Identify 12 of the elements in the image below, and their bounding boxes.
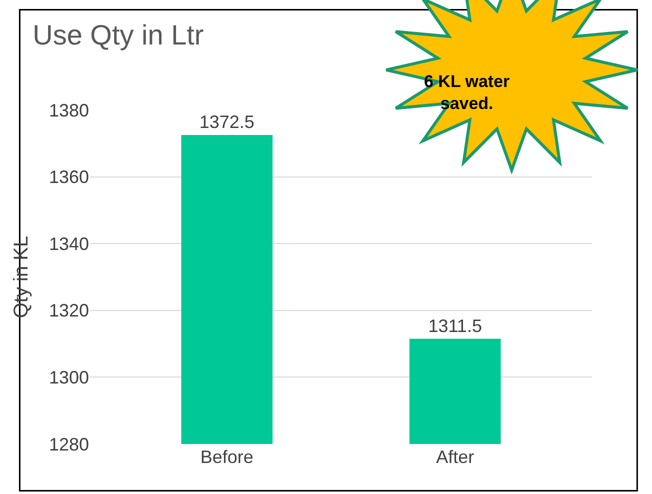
y-tick-label: 1280 (48, 434, 89, 454)
x-tick-label: Before (200, 447, 254, 467)
data-label: 1311.5 (428, 316, 482, 336)
x-tick-label: After (436, 447, 474, 467)
y-tick-label: 1360 (48, 167, 89, 188)
y-tick-label: 1300 (48, 368, 89, 388)
y-tick-label: 1340 (48, 234, 89, 254)
chart-title: Use Qty in Ltr (32, 19, 204, 50)
y-tick-label: 1320 (48, 300, 89, 321)
data-label: 1372.5 (199, 112, 254, 132)
y-axis-title: Qty in KL (10, 236, 32, 318)
y-tick-label: 1380 (48, 100, 89, 120)
